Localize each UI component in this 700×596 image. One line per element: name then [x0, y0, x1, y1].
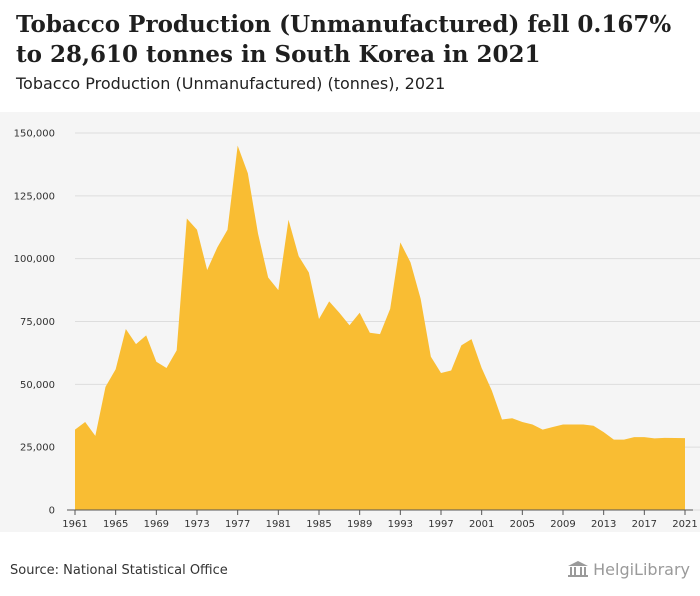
x-tick-label: 2001 — [469, 519, 494, 530]
brand-logo[interactable]: HelgiLibrary — [567, 560, 690, 579]
data-point — [135, 343, 137, 345]
y-tick-label: 25,000 — [20, 443, 55, 454]
chart-header: Tobacco Production (Unmanufactured) fell… — [16, 10, 696, 93]
data-point — [389, 308, 391, 310]
data-point — [227, 229, 229, 231]
area-series — [75, 145, 685, 511]
x-tick-label: 1997 — [428, 519, 453, 530]
data-point — [481, 367, 483, 369]
x-tick-label: 2017 — [632, 519, 657, 530]
data-point — [369, 332, 371, 334]
data-point — [247, 172, 249, 174]
chart-title: Tobacco Production (Unmanufactured) fell… — [16, 11, 672, 68]
data-point — [450, 370, 452, 372]
data-point — [572, 424, 574, 426]
x-tick-label: 1973 — [184, 519, 209, 530]
x-tick-label: 1969 — [144, 519, 169, 530]
data-point — [145, 334, 147, 336]
data-point — [521, 421, 523, 423]
data-point — [267, 277, 269, 279]
data-point — [623, 439, 625, 441]
data-point — [277, 289, 279, 291]
data-point — [105, 386, 107, 388]
data-point — [684, 437, 686, 439]
data-point — [186, 217, 188, 219]
x-tick-label: 1965 — [103, 519, 128, 530]
data-point — [125, 328, 127, 330]
data-point — [166, 367, 168, 369]
data-point — [328, 300, 330, 302]
data-point — [501, 419, 503, 421]
y-tick-label: 125,000 — [14, 191, 55, 202]
x-tick-label: 1961 — [62, 519, 87, 530]
data-point — [288, 219, 290, 221]
data-point — [674, 437, 676, 439]
data-point — [318, 318, 320, 320]
data-point — [664, 437, 666, 439]
data-point — [84, 421, 86, 423]
brand-name: HelgiLibrary — [593, 560, 690, 579]
data-point — [542, 429, 544, 431]
data-point — [196, 229, 198, 231]
x-tick-label: 2013 — [591, 519, 616, 530]
data-point — [552, 426, 554, 428]
library-building-icon — [567, 561, 589, 579]
x-tick-label: 2005 — [510, 519, 535, 530]
data-point — [460, 344, 462, 346]
y-tick-label: 75,000 — [20, 317, 55, 328]
data-point — [308, 271, 310, 273]
x-tick-label: 2021 — [672, 519, 697, 530]
data-point — [532, 424, 534, 426]
data-point — [379, 333, 381, 335]
x-tick-label: 2009 — [550, 519, 575, 530]
data-point — [430, 356, 432, 358]
data-point — [643, 436, 645, 438]
data-point — [471, 338, 473, 340]
x-tick-label: 1993 — [388, 519, 413, 530]
y-tick-label: 100,000 — [14, 254, 55, 265]
data-point — [257, 233, 259, 235]
data-point — [491, 390, 493, 392]
data-point — [74, 429, 76, 431]
data-point — [206, 269, 208, 271]
data-point — [176, 349, 178, 351]
data-point — [603, 431, 605, 433]
data-point — [237, 145, 239, 147]
y-tick-label: 150,000 — [14, 129, 55, 140]
data-point — [216, 246, 218, 248]
data-point — [562, 424, 564, 426]
x-tick-label: 1985 — [306, 519, 331, 530]
data-point — [633, 436, 635, 438]
chart-area: 0 25,000 50,000 75,000 100,000 125,000 150,000… — [0, 112, 700, 532]
data-point — [94, 435, 96, 437]
data-point — [115, 368, 117, 370]
data-point — [511, 417, 513, 419]
x-tick-label: 1981 — [266, 519, 291, 530]
data-point — [410, 261, 412, 263]
data-point — [582, 424, 584, 426]
data-point — [613, 439, 615, 441]
data-point — [349, 324, 351, 326]
x-tick-label: 1989 — [347, 519, 372, 530]
data-point — [399, 241, 401, 243]
data-point — [359, 312, 361, 314]
source-note: Source: National Statistical Office — [10, 563, 228, 578]
data-point — [298, 255, 300, 257]
data-point — [440, 372, 442, 374]
y-tick-label: 0 — [49, 506, 55, 517]
data-point — [155, 361, 157, 363]
data-point — [420, 298, 422, 300]
x-tick-label: 1977 — [225, 519, 250, 530]
data-point — [338, 312, 340, 314]
area-chart: 0 25,000 50,000 75,000 100,000 125,000 150,000… — [14, 129, 700, 530]
data-point — [654, 437, 656, 439]
data-point — [593, 425, 595, 427]
chart-subtitle: Tobacco Production (Unmanufactured) (ton… — [16, 74, 446, 93]
y-tick-label: 50,000 — [20, 380, 55, 391]
